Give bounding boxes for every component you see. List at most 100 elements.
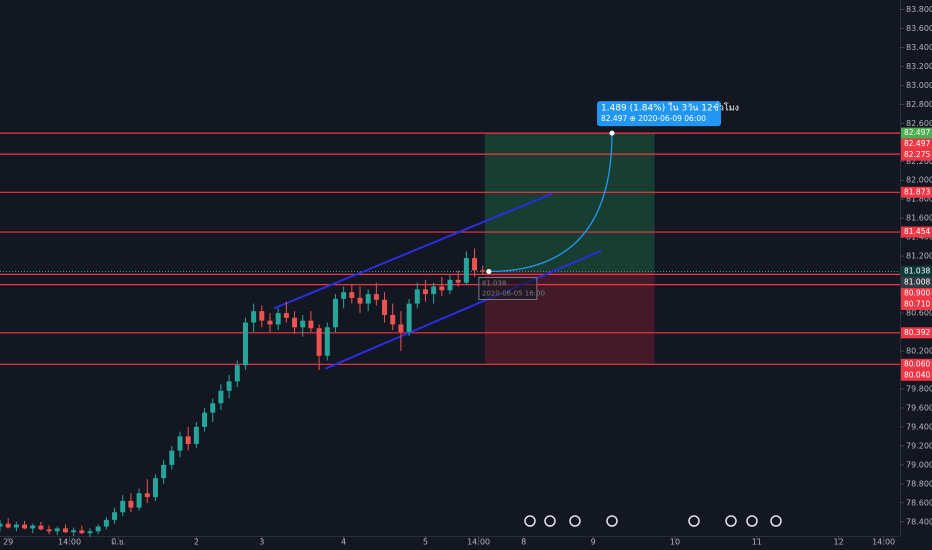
candle-body bbox=[30, 525, 36, 529]
candle-body bbox=[38, 525, 44, 530]
y-tick-label: 78.400 bbox=[906, 517, 932, 526]
price-badge-label: 80.060 bbox=[904, 359, 930, 368]
candle-body bbox=[251, 311, 257, 323]
price-badge bbox=[901, 127, 932, 139]
price-badge bbox=[901, 327, 932, 339]
forecast-start bbox=[486, 269, 492, 275]
y-tick-label: 82.200 bbox=[906, 157, 932, 166]
price-badge-label: 82.275 bbox=[904, 150, 930, 159]
y-tick-label: 79.000 bbox=[906, 460, 932, 469]
forecast-arc bbox=[488, 133, 613, 273]
y-tick-label: 81.200 bbox=[906, 252, 932, 261]
candle-body bbox=[5, 523, 11, 528]
x-tick-label: 9 bbox=[591, 538, 596, 547]
y-tick-label: 81.600 bbox=[906, 214, 932, 223]
event-marker[interactable] bbox=[725, 515, 737, 527]
candle-body bbox=[22, 524, 28, 529]
forecast-source-box bbox=[478, 277, 538, 301]
candle-body bbox=[152, 478, 158, 498]
price-badge-label: 80.710 bbox=[904, 300, 930, 309]
event-marker[interactable] bbox=[524, 515, 536, 527]
y-tick-label: 80.200 bbox=[906, 347, 932, 356]
candle-body bbox=[341, 292, 347, 299]
candle-body bbox=[332, 298, 338, 328]
candle-body bbox=[242, 322, 248, 366]
price-badge-label: 80.900 bbox=[904, 289, 930, 298]
candle-body bbox=[103, 519, 109, 527]
event-marker[interactable] bbox=[606, 515, 618, 527]
candle-body bbox=[13, 524, 19, 528]
x-tick-label: 4 bbox=[341, 538, 346, 547]
candle-body bbox=[422, 289, 428, 295]
x-tick-label: 11 bbox=[752, 538, 762, 547]
candle-body bbox=[439, 286, 445, 291]
x-tick-label: 8 bbox=[521, 538, 526, 547]
y-tick-label: 83.800 bbox=[906, 5, 932, 14]
forecast-source-price: 81.038 bbox=[482, 280, 507, 288]
price-badge bbox=[901, 138, 932, 150]
candle-body bbox=[71, 530, 77, 533]
candle-body bbox=[447, 279, 453, 291]
price-badge-label: 81.038 bbox=[904, 267, 930, 276]
candle-body bbox=[144, 493, 150, 498]
y-tick-label: 79.400 bbox=[906, 422, 932, 431]
candle-body bbox=[324, 327, 330, 356]
event-marker[interactable] bbox=[569, 515, 581, 527]
forecast-source-time: 2020-06-05 16:00 bbox=[482, 290, 545, 298]
x-tick-label: มิ.ย. bbox=[111, 538, 126, 547]
candle-body bbox=[472, 258, 478, 271]
candle-body bbox=[357, 297, 363, 304]
y-tick-label: 82.000 bbox=[906, 176, 932, 185]
y-tick-label: 82.800 bbox=[906, 100, 932, 109]
y-tick-label: 83.400 bbox=[906, 43, 932, 52]
forecast-detail: 82.497 ⊕ 2020-06-09 06:00 bbox=[601, 114, 706, 123]
forecast-label: 1.489 (1.84%) ใน 3วัน 12ชั่วโมง bbox=[601, 101, 739, 114]
candle-body bbox=[234, 365, 240, 382]
candle-body bbox=[382, 299, 388, 315]
y-tick-label: 80.600 bbox=[906, 309, 932, 318]
candle-body bbox=[210, 403, 216, 413]
candle-body bbox=[79, 530, 85, 534]
candle-body bbox=[0, 523, 3, 527]
candle-body bbox=[292, 317, 298, 328]
price-badge bbox=[901, 266, 932, 278]
candle-body bbox=[373, 294, 379, 300]
price-badge bbox=[901, 149, 932, 161]
event-marker[interactable] bbox=[544, 515, 556, 527]
x-tick-label: 5 bbox=[423, 538, 428, 547]
y-tick-label: 81.800 bbox=[906, 195, 932, 204]
candle-body bbox=[406, 303, 412, 333]
price-badge-label: 80.040 bbox=[904, 370, 930, 379]
candle-body bbox=[259, 311, 265, 321]
candle-body bbox=[390, 314, 396, 325]
x-tick-label: 12 bbox=[834, 538, 844, 547]
price-badge bbox=[901, 226, 932, 238]
candle-body bbox=[87, 531, 93, 534]
candle-body bbox=[463, 258, 469, 283]
event-marker[interactable] bbox=[688, 515, 700, 527]
candle-body bbox=[177, 436, 183, 451]
price-badge-label: 81.873 bbox=[904, 187, 930, 196]
event-marker[interactable] bbox=[746, 515, 758, 527]
y-tick-label: 78.800 bbox=[906, 479, 932, 488]
trendline bbox=[324, 249, 602, 370]
price-badge-label: 82.497 bbox=[904, 139, 930, 148]
price-badge bbox=[901, 369, 932, 381]
event-marker[interactable] bbox=[770, 515, 782, 527]
y-tick-label: 78.600 bbox=[906, 498, 932, 507]
y-tick-label: 83.600 bbox=[906, 24, 932, 33]
x-tick-label: 29 bbox=[3, 538, 13, 547]
candle-body bbox=[283, 313, 289, 318]
y-tick-label: 83.200 bbox=[906, 62, 932, 71]
candle-body bbox=[120, 500, 126, 513]
price-badge-label: 82.497 bbox=[904, 128, 930, 137]
candle-body bbox=[169, 450, 175, 465]
candle-body bbox=[414, 289, 420, 304]
x-tick-label: 3 bbox=[259, 538, 264, 547]
candle-body bbox=[161, 464, 167, 479]
candle-body bbox=[275, 313, 281, 325]
forecast-end bbox=[609, 130, 615, 136]
candle-body bbox=[431, 286, 437, 295]
event-markers bbox=[524, 515, 782, 527]
